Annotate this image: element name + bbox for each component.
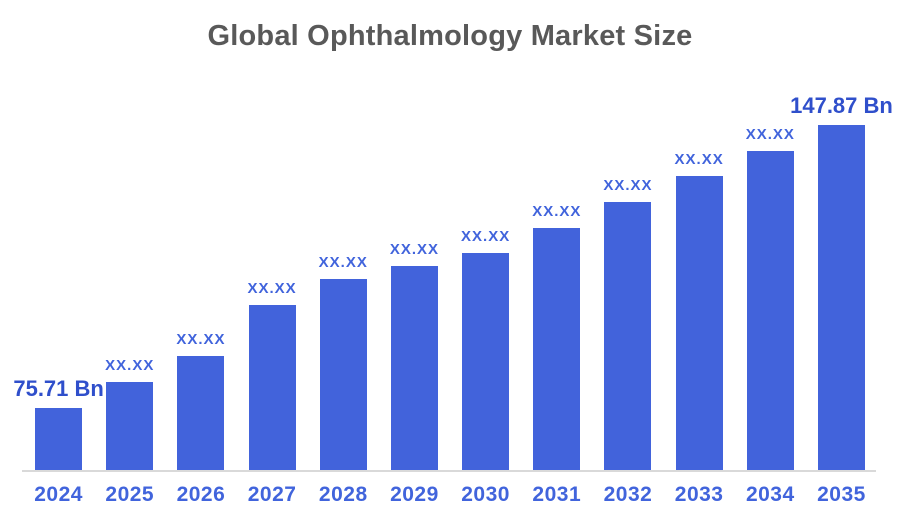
bar-column: XX.XX	[379, 242, 450, 470]
x-axis-tick-label: 2027	[247, 483, 297, 506]
x-axis-tick-label: 2030	[461, 483, 510, 506]
x-axis-tick-label: 2031	[532, 483, 582, 506]
bar-column: XX.XX	[165, 332, 236, 470]
bar-value-label: XX.XX	[745, 126, 795, 143]
x-axis-labels: 2024 2025 2026 2027 2028 2029 2030 2031 2032 2033…	[23, 483, 877, 507]
bar	[35, 408, 83, 470]
bar	[533, 228, 581, 470]
bar-column: XX.XX	[664, 152, 735, 470]
x-axis-tick-label: 2024	[34, 483, 83, 506]
bar	[106, 382, 154, 470]
bar-column: 147.87 Bn	[790, 95, 893, 470]
x-axis-tick-label: 2028	[318, 483, 368, 506]
bar-value-label: XX.XX	[105, 357, 155, 374]
bar-column: XX.XX	[237, 281, 308, 470]
bar	[248, 305, 296, 470]
bar-column: XX.XX	[450, 229, 521, 470]
x-axis-tick-label: 2025	[105, 483, 155, 506]
bar-value-label: XX.XX	[247, 280, 297, 297]
x-axis-tick-label: 2035	[817, 483, 866, 506]
bar-value-label: XX.XX	[674, 151, 724, 168]
bar	[319, 279, 367, 470]
bar-column: XX.XX	[94, 358, 165, 470]
bar-value-label: XX.XX	[318, 254, 368, 271]
bar	[390, 266, 438, 470]
bar-value-label: 75.71 Bn	[13, 376, 104, 401]
bar	[675, 176, 723, 470]
x-axis-tick-label: 2033	[674, 483, 724, 506]
bar	[462, 253, 510, 470]
bar-column: XX.XX	[308, 255, 379, 470]
bar-column: XX.XX	[592, 178, 663, 470]
bar-value-label: XX.XX	[603, 177, 653, 194]
bar-value-label: XX.XX	[176, 331, 226, 348]
bar-column: XX.XX	[521, 204, 592, 470]
x-axis-tick-label: 2026	[176, 483, 226, 506]
bar	[746, 151, 794, 470]
bar	[604, 202, 652, 470]
bar-value-label: XX.XX	[532, 203, 582, 220]
bar-value-label: 147.87 Bn	[790, 93, 893, 118]
bar-column: XX.XX	[735, 127, 806, 470]
bar	[817, 125, 865, 470]
x-axis-tick-label: 2034	[745, 483, 795, 506]
x-axis-tick-label: 2032	[603, 483, 653, 506]
x-axis-tick-label: 2029	[390, 483, 439, 506]
x-axis-line	[22, 470, 876, 472]
chart-title: Global Ophthalmology Market Size	[207, 20, 693, 52]
plot-area: 75.71 Bn XX.XX XX.XX XX.XX XX.XX XX.XX XX.XX XX…	[13, 60, 893, 470]
bar-column: 75.71 Bn	[13, 378, 104, 470]
bar	[177, 356, 225, 470]
bar-value-label: XX.XX	[389, 241, 440, 258]
bar-value-label: XX.XX	[461, 228, 511, 245]
